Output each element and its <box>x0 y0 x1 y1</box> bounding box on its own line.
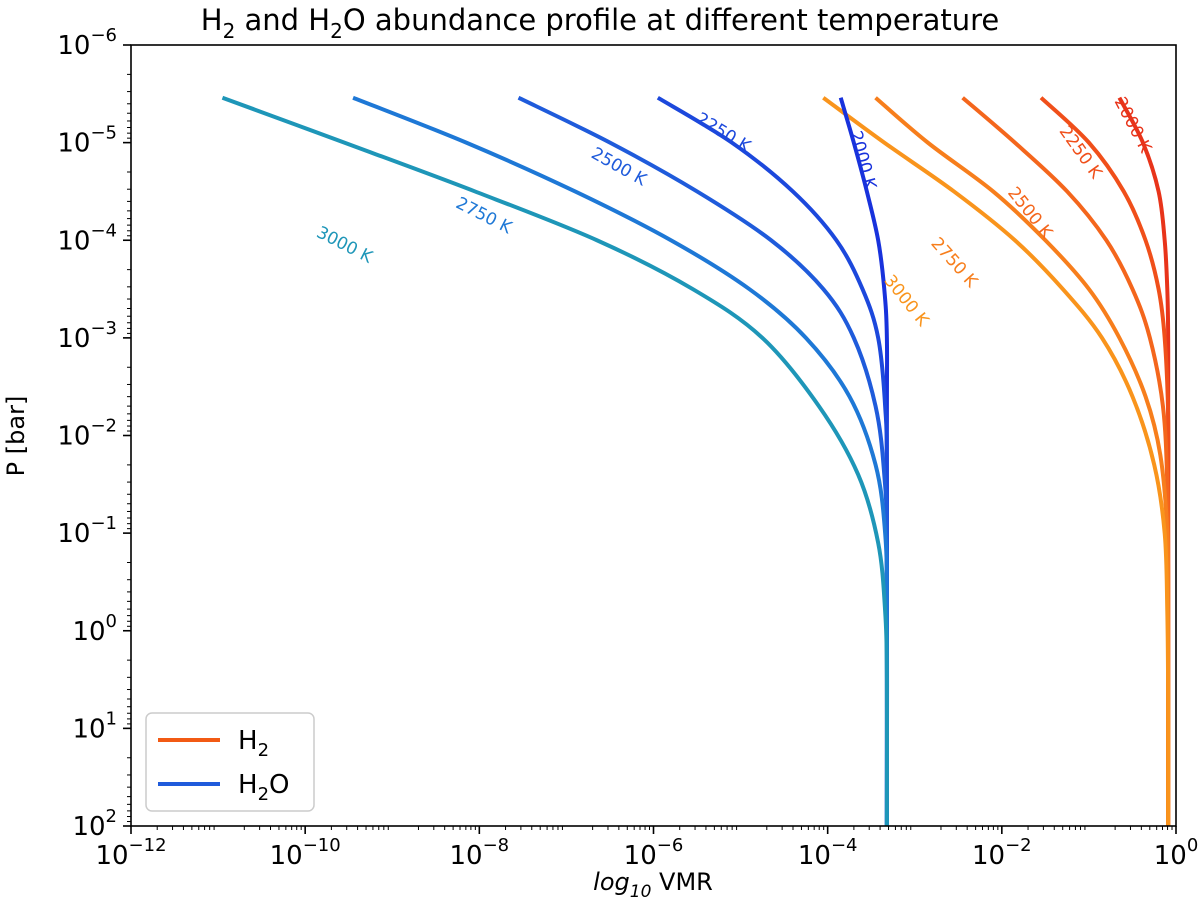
y-axis-label: P [bar] <box>2 396 30 477</box>
series-line-h2-2250k <box>1039 96 1171 826</box>
y-tick-label: 10−5 <box>57 123 117 159</box>
x-tick-label: 10−4 <box>798 835 858 871</box>
y-tick-label: 10−1 <box>57 513 117 549</box>
x-tick-label: 10−8 <box>450 835 510 871</box>
y-tick-label: 10−3 <box>57 318 117 354</box>
x-tick-label: 100 <box>1154 835 1199 871</box>
series-line-h2o-2750k <box>352 95 890 827</box>
legend-label: H2O <box>238 770 289 805</box>
chart-title-text: H2 and H2O abundance profile at differen… <box>201 3 1000 43</box>
curve-label: 3000 K <box>313 223 376 268</box>
series-line-h2-3000k <box>822 96 1171 827</box>
x-axis-label: log10 VMR <box>593 868 713 902</box>
curve-label: 2500 K <box>588 144 651 191</box>
curves <box>221 95 1171 827</box>
y-tick-label: 101 <box>72 708 117 744</box>
x-tick-label: 10−2 <box>972 835 1032 871</box>
series-line-h2o-2500k <box>517 95 890 827</box>
legend-box <box>145 712 315 812</box>
y-tick-label: 100 <box>72 611 117 647</box>
y-tick-label: 10−6 <box>57 25 117 61</box>
y-tick-label: 10−2 <box>57 416 117 452</box>
chart-title: H2 and H2O abundance profile at differen… <box>201 3 1000 43</box>
curve-label: 2250 K <box>692 109 754 158</box>
curve-label: 2750 K <box>927 234 982 293</box>
plot-frame <box>130 44 1177 827</box>
legend-label: H2 <box>238 726 269 761</box>
x-tick-label: 10−12 <box>95 835 166 871</box>
series-line-h2o-3000k <box>221 95 890 827</box>
x-tick-label: 10−6 <box>624 835 684 871</box>
y-tick-label: 10−4 <box>57 220 117 256</box>
axes: 10−12 10−10 10−8 10−6 10−4 10−2 100 10−6 10−5 10−… <box>2 25 1198 902</box>
x-tick-label: 10−10 <box>270 835 341 871</box>
series-line-h2o-2000k <box>838 97 890 826</box>
y-tick-label: 102 <box>72 806 117 842</box>
curve-label: 2500 K <box>1003 183 1057 243</box>
curve-label: 2750 K <box>452 193 515 238</box>
curve-label: 2000 K <box>1110 94 1156 157</box>
series-line-h2-2500k <box>961 96 1171 827</box>
